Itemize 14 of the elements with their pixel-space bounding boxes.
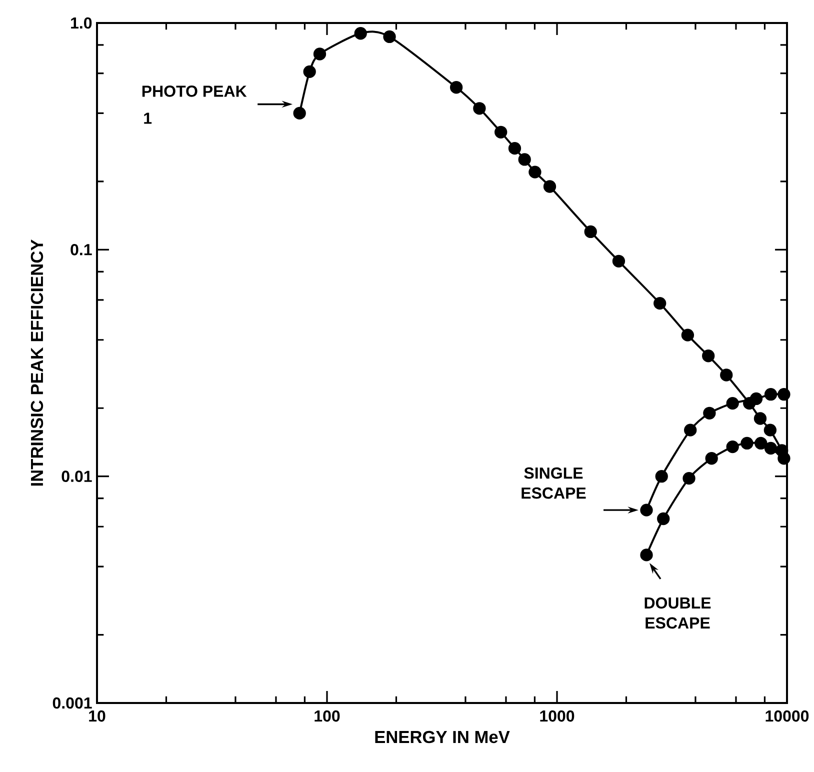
x-axis-title: ENERGY IN MeV xyxy=(375,730,510,744)
annotation: SINGLE ESCAPE xyxy=(522,467,586,499)
x-tick-label: 1000 xyxy=(540,710,574,722)
annotation: DOUBLE ESCAPE xyxy=(644,597,711,629)
y-axis-title: INTRINSIC PEAK EFFICIENCY xyxy=(30,240,44,486)
annotation: PHOTO PEAK xyxy=(142,86,247,97)
x-tick-label: 10 xyxy=(89,710,106,722)
y-tick-label: 0.1 xyxy=(70,244,92,256)
annotation: 1 xyxy=(144,112,152,124)
x-tick-label: 10000 xyxy=(766,710,809,722)
x-tick-label: 100 xyxy=(314,710,340,722)
y-tick-label: 1.0 xyxy=(71,17,92,29)
y-tick-label: 0.01 xyxy=(62,470,92,482)
y-tick-label: 0.001 xyxy=(52,697,92,709)
